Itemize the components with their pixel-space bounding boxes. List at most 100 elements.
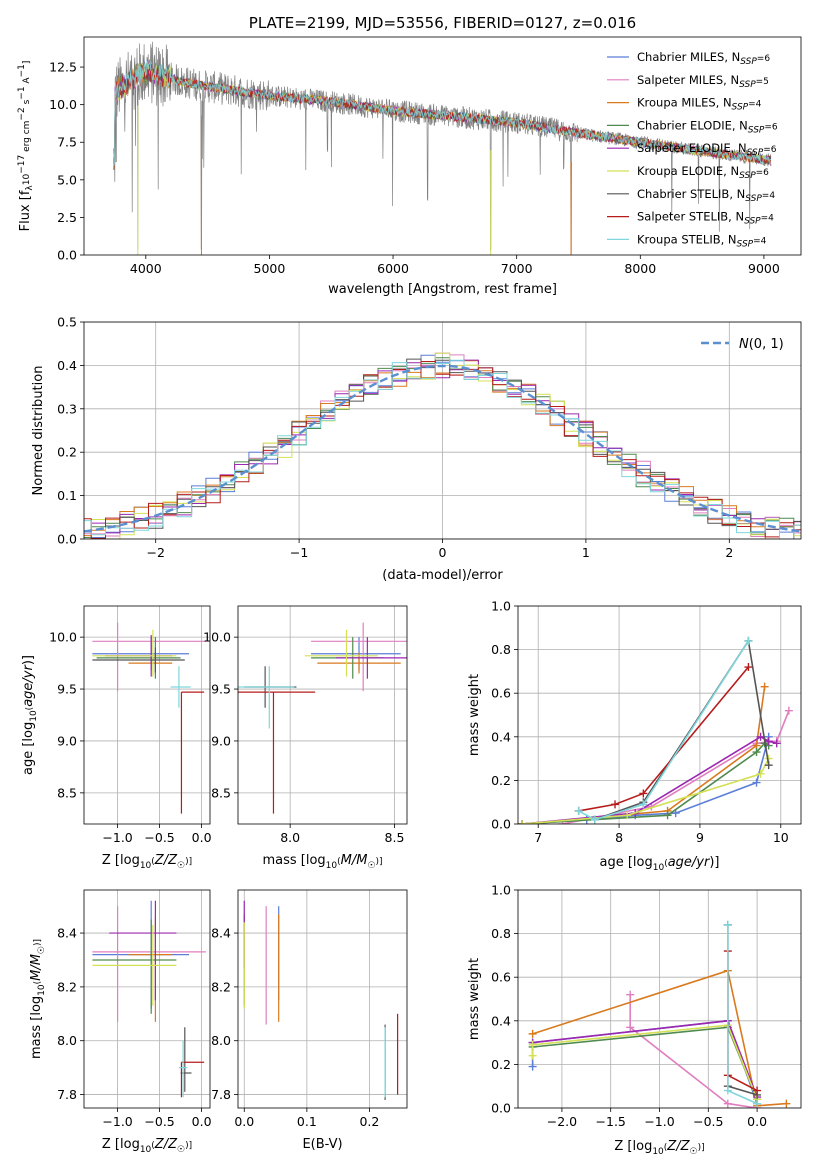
label-part: =5: [756, 77, 769, 87]
weight-marker: [752, 778, 761, 787]
y-tick-label: 0.4: [491, 1013, 511, 1028]
label-part: 10: [326, 861, 338, 871]
label-part: (: [337, 857, 341, 867]
y-tick-label: 9.5: [57, 682, 77, 697]
x-tick-label: 2: [725, 545, 733, 560]
y-tick-label: 0.6: [491, 970, 511, 985]
errorbar-point-7: [92, 647, 185, 673]
label-part: A: [22, 77, 32, 87]
label-part: Kroupa ELODIE, N: [637, 164, 739, 178]
label-part: ☉: [367, 861, 375, 871]
label-part: (: [151, 1141, 155, 1151]
label-part: =6: [764, 122, 778, 132]
label-part: ☉: [177, 1145, 185, 1155]
weight-marker: [626, 990, 635, 999]
errorbar-point-6: [92, 629, 177, 677]
label-part: )]: [709, 855, 719, 870]
x-tick-label: −2: [146, 545, 164, 560]
weight-marker: [528, 1051, 537, 1060]
model-spectrum-9: [113, 60, 772, 166]
errorbar-point-4: [96, 637, 181, 679]
weight-line-2: [629, 994, 758, 1108]
y-tick-label: 10.0: [203, 630, 231, 645]
label-part: Chabrier STELIB, N: [637, 187, 745, 201]
label-part: )]: [698, 1143, 705, 1153]
label-part: −1: [17, 86, 27, 99]
x-tick-label: −0.5: [693, 1114, 723, 1129]
label-part: )]: [21, 655, 36, 665]
panel-age_vs_mass: 8.0 8.5 8.5 9.0 9.5 10.0 mass [log10(M/M☉)]: [203, 605, 408, 871]
label-part: Salpeter MILES, N: [637, 73, 739, 87]
weight-marker: [752, 748, 761, 757]
label-part: erg cm: [22, 121, 32, 155]
label-part: =4: [762, 191, 776, 201]
label-part: =6: [756, 168, 770, 178]
label-part: ☉: [177, 861, 185, 871]
axes-frame: [83, 36, 802, 256]
weight-marker: [590, 815, 599, 824]
axes-frame: [237, 605, 408, 825]
x-tick-label: −1.5: [596, 1114, 626, 1129]
y-axis-label: mass weight: [467, 674, 482, 756]
label-part: (: [664, 859, 668, 869]
x-axis-label: (data-model)/error: [382, 568, 503, 583]
y-tick-label: 1.0: [491, 599, 511, 614]
label-part: SSP: [739, 171, 756, 181]
x-tick-label: −1.0: [102, 830, 132, 845]
errorbar-point-9: [178, 1040, 188, 1098]
label-part: Z/Z: [154, 1137, 178, 1152]
normal-curve: [84, 364, 801, 533]
x-axis-label: Z [log10(Z/Z☉)]: [102, 853, 192, 871]
label-part: SSP: [739, 80, 756, 90]
label-part: 10: [22, 174, 32, 186]
y-axis-label: Flux [fλ10−17 erg cm−2 s−1 A−1]: [17, 61, 35, 232]
label-part: ☉: [690, 1147, 698, 1157]
y-tick-label: 0.4: [57, 358, 77, 373]
x-axis-label: Z [log10(Z/Z☉)]: [614, 1139, 704, 1157]
weight-marker: [753, 1086, 762, 1095]
panel-mass_vs_EBV: 0.0 0.1 0.2 7.8 8.0 8.2 8.4 E(B-V): [211, 889, 408, 1152]
label-part: Z [log: [614, 1139, 652, 1154]
errorbar-point-5: [109, 900, 177, 1001]
plot-area-mass_vs_Z: [84, 890, 210, 1108]
y-tick-label: 0.3: [57, 401, 77, 416]
x-tick-label: 5000: [254, 261, 286, 276]
errorbar-point-8: [238, 691, 316, 814]
label-part: Z [log: [102, 1137, 140, 1152]
histogram-8: [84, 361, 801, 539]
errorbar-point-8: [180, 691, 205, 814]
x-tick-label: 0.0: [747, 1114, 767, 1129]
weight-marker: [528, 1029, 537, 1038]
label-part: Chabrier MILES, N: [637, 50, 740, 64]
label-part: Z [log: [102, 853, 140, 868]
weight-marker: [626, 1023, 635, 1032]
label-part: )]: [185, 1141, 192, 1151]
y-tick-label: 0.0: [57, 248, 77, 263]
axes-frame: [517, 889, 802, 1109]
errorbar-point-6: [92, 924, 177, 1006]
weight-marker: [528, 1040, 537, 1049]
y-tick-label: 0.1: [57, 488, 77, 503]
weight-marker: [744, 663, 753, 672]
y-tick-label: 9.0: [57, 733, 77, 748]
label-part: 10: [140, 861, 152, 871]
x-tick-label: −1.0: [102, 1114, 132, 1129]
axes-frame: [237, 889, 408, 1109]
x-tick-label: 1: [582, 545, 590, 560]
label-part: age/yr: [21, 663, 36, 706]
weight-marker: [623, 811, 632, 820]
x-axis-label: mass [log10(M/M☉)]: [262, 853, 382, 871]
x-tick-label: −0.5: [144, 830, 174, 845]
label-part: )]: [33, 939, 43, 946]
y-tick-label: 2.5: [57, 210, 77, 225]
label-part: 10: [29, 710, 39, 722]
label-part: age [log: [21, 722, 36, 775]
x-tick-label: 9: [696, 830, 704, 845]
weight-line-3: [532, 969, 787, 1107]
errorbar-point-9: [170, 666, 191, 708]
x-tick-label: −0.5: [144, 1114, 174, 1129]
y-axis-label: Normed distribution: [31, 366, 46, 496]
y-tick-label: 9.0: [211, 733, 231, 748]
weight-marker: [663, 811, 672, 820]
weight-marker: [611, 800, 620, 809]
